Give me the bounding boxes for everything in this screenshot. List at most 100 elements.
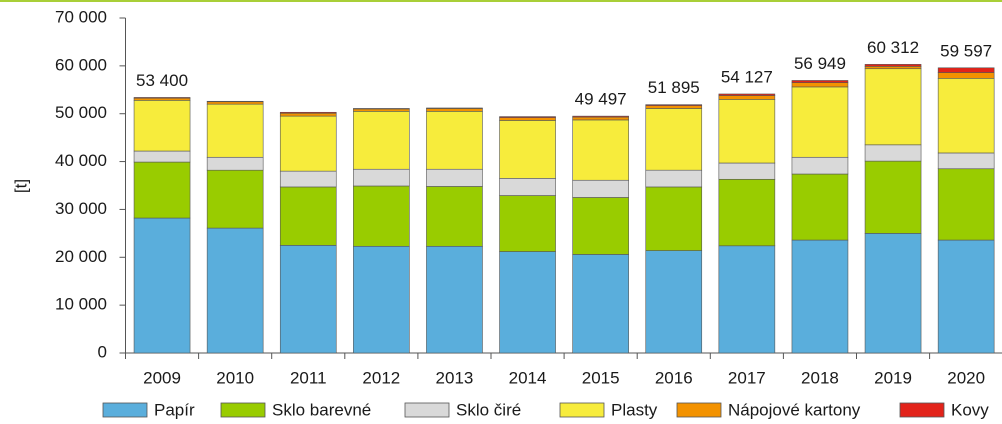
bar-segment <box>572 254 629 354</box>
bar-segment <box>791 239 849 354</box>
y-tick-label: 60 000 <box>55 55 107 74</box>
legend-swatch <box>220 402 266 418</box>
bar-segment <box>206 101 264 105</box>
x-tick-label: 2009 <box>143 368 181 387</box>
bar-segment <box>133 97 191 99</box>
x-tick-label: 2019 <box>874 368 912 387</box>
x-tick-label: 2010 <box>216 368 254 387</box>
bar-segment <box>206 227 264 354</box>
bar-segment <box>499 195 556 252</box>
bar-segment <box>426 108 483 112</box>
bar-segment <box>645 250 703 354</box>
bar-segment <box>718 95 776 100</box>
bar-segment <box>206 156 264 171</box>
bar-segment <box>426 168 483 187</box>
bar-segment <box>718 93 776 96</box>
bar-segment <box>206 103 264 158</box>
bar-segment <box>718 99 776 164</box>
x-tick-label: 2015 <box>582 368 620 387</box>
total-label: 49 497 <box>575 90 627 109</box>
bar-segment <box>937 168 995 241</box>
bar-segment <box>572 115 629 118</box>
bar-segment <box>791 173 849 241</box>
legend-swatch <box>676 402 722 418</box>
bar-segment <box>499 251 556 354</box>
bar-segment <box>279 115 337 172</box>
bar-segment <box>353 111 410 170</box>
bar-segment <box>279 112 337 117</box>
bar-segment <box>864 144 922 162</box>
legend-label: Sklo čiré <box>456 400 521 419</box>
bar-segment <box>499 178 556 196</box>
y-tick-label: 10 000 <box>55 295 107 314</box>
total-label: 53 400 <box>136 71 188 90</box>
bar-segment <box>353 108 410 112</box>
x-tick-label: 2020 <box>947 368 985 387</box>
legend-swatch <box>404 402 450 418</box>
legend-label: Nápojové kartony <box>728 400 861 419</box>
legend-swatch <box>899 402 945 418</box>
bar-segment <box>645 108 703 171</box>
bar-segment <box>937 67 995 73</box>
bar-segment <box>645 104 703 106</box>
bar-segment <box>864 64 922 67</box>
bar-segment <box>133 97 191 101</box>
bar-segment <box>791 156 849 175</box>
y-tick-label: 40 000 <box>55 151 107 170</box>
legend-swatch <box>559 402 605 418</box>
bar-segment <box>279 186 337 246</box>
legend-swatch <box>102 402 148 418</box>
total-label: 54 127 <box>721 67 773 86</box>
bar-segment <box>937 239 995 354</box>
bar-segment <box>572 179 629 198</box>
bar-segment <box>279 245 337 354</box>
bar-segment <box>499 116 556 118</box>
bar-segment <box>572 116 629 121</box>
bar-segment <box>279 170 337 188</box>
bar-segment <box>718 178 776 247</box>
legend-label: Papír <box>154 400 195 419</box>
y-tick-label: 30 000 <box>55 199 107 218</box>
total-label: 56 949 <box>794 54 846 73</box>
bar-segment <box>572 197 629 255</box>
bar-segment <box>937 78 995 154</box>
bar-segment <box>791 82 849 88</box>
bar-segment <box>718 162 776 180</box>
legend-label: Plasty <box>611 400 658 419</box>
x-tick-label: 2016 <box>655 368 693 387</box>
bar-segment <box>791 80 849 83</box>
y-tick-label: 50 000 <box>55 103 107 122</box>
total-label: 60 312 <box>867 38 919 57</box>
bar-segment <box>864 68 922 146</box>
x-tick-label: 2017 <box>728 368 766 387</box>
x-tick-label: 2014 <box>509 368 547 387</box>
bar-segment <box>133 150 191 163</box>
x-tick-label: 2012 <box>362 368 400 387</box>
total-label: 59 597 <box>940 41 992 60</box>
bar-segment <box>937 72 995 79</box>
bar-segment <box>426 111 483 170</box>
bar-segment <box>353 185 410 247</box>
bar-segment <box>572 119 629 181</box>
bar-segment <box>499 117 556 121</box>
bar-segment <box>426 245 483 354</box>
bar-segment <box>864 160 922 234</box>
x-tick-label: 2018 <box>801 368 839 387</box>
bar-segment <box>133 161 191 219</box>
x-tick-label: 2013 <box>436 368 474 387</box>
bar-segment <box>864 233 922 354</box>
bar-segment <box>133 100 191 152</box>
bar-segment <box>353 168 410 187</box>
bar-segment <box>645 169 703 188</box>
y-tick-label: 0 <box>98 342 107 361</box>
bar-segment <box>353 245 410 354</box>
bar-segment <box>133 217 191 354</box>
total-label: 51 895 <box>648 78 700 97</box>
legend-label: Kovy <box>951 400 989 419</box>
bar-segment <box>499 120 556 179</box>
bar-segment <box>937 152 995 170</box>
bar-segment <box>718 245 776 354</box>
legend-label: Sklo barevné <box>272 400 371 419</box>
bar-segment <box>791 86 849 158</box>
